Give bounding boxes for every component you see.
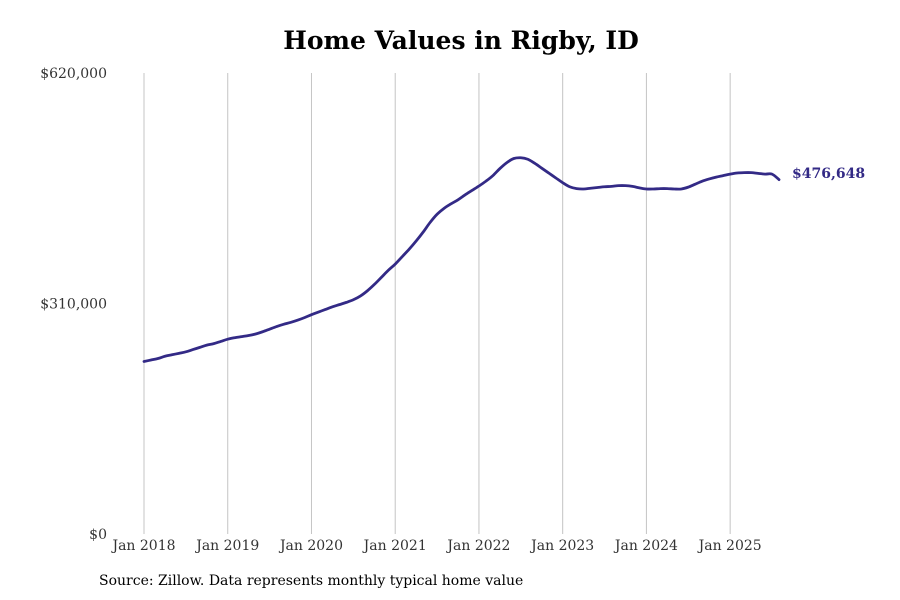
x-tick-label: Jan 2020	[278, 538, 343, 554]
x-tick-label: Jan 2018	[110, 538, 175, 554]
x-tick-label: Jan 2024	[613, 538, 678, 554]
y-tick-label: $310,000	[40, 297, 107, 313]
y-tick-label: $0	[89, 527, 107, 543]
x-tick-label: Jan 2019	[194, 538, 259, 554]
chart-title: Home Values in Rigby, ID	[283, 26, 639, 55]
x-tick-label: Jan 2022	[445, 538, 510, 554]
home-value-series-line	[142, 156, 781, 363]
x-tick-label: Jan 2023	[529, 538, 594, 554]
last-value-label: $476,648	[792, 166, 865, 182]
x-tick-label: Jan 2021	[362, 538, 427, 554]
x-tick-label: Jan 2025	[697, 538, 762, 554]
y-tick-label: $620,000	[40, 66, 107, 82]
source-note: Source: Zillow. Data represents monthly …	[99, 573, 524, 589]
